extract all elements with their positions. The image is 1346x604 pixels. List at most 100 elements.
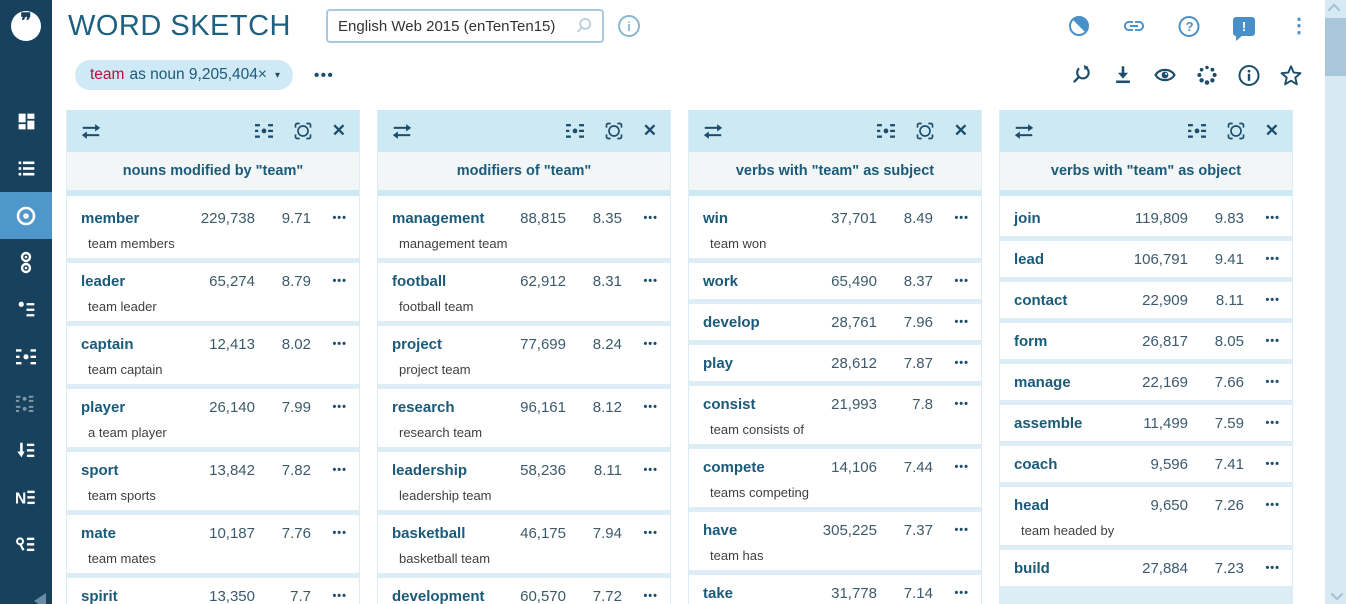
- visualization-icon[interactable]: [1195, 63, 1219, 87]
- collocate-word[interactable]: head: [1014, 496, 1050, 514]
- scrollbar-thumb[interactable]: [1325, 18, 1346, 76]
- collocate-frequency[interactable]: 28,612: [831, 354, 877, 372]
- row-menu-button[interactable]: •••: [643, 212, 658, 224]
- sidebar-item-concordance[interactable]: [0, 145, 52, 192]
- collocate-word[interactable]: player: [81, 398, 126, 416]
- swap-columns-icon[interactable]: [391, 123, 413, 140]
- collocate-example[interactable]: team has: [710, 548, 764, 563]
- collocate-frequency[interactable]: 77,699: [520, 335, 566, 353]
- row-menu-button[interactable]: •••: [954, 357, 969, 369]
- scroll-down-button[interactable]: [1325, 587, 1346, 604]
- collocate-example[interactable]: basketball team: [399, 551, 491, 566]
- collocate-example[interactable]: project team: [399, 362, 471, 377]
- collocate-frequency[interactable]: 106,791: [1133, 250, 1188, 268]
- row-menu-button[interactable]: •••: [1265, 376, 1280, 388]
- collocate-example[interactable]: a team player: [88, 425, 167, 440]
- focus-column-icon[interactable]: [604, 121, 624, 141]
- sidebar-item-word-sketch-list[interactable]: [0, 333, 52, 380]
- collocate-frequency[interactable]: 12,413: [209, 335, 255, 353]
- collocate-word[interactable]: build: [1014, 559, 1050, 577]
- row-menu-button[interactable]: •••: [643, 590, 658, 602]
- row-menu-button[interactable]: •••: [643, 275, 658, 287]
- row-menu-button[interactable]: •••: [1265, 458, 1280, 470]
- collocate-word[interactable]: play: [703, 354, 734, 372]
- row-menu-button[interactable]: •••: [954, 275, 969, 287]
- collocate-word[interactable]: captain: [81, 335, 134, 353]
- collocate-frequency[interactable]: 27,884: [1142, 559, 1188, 577]
- row-menu-button[interactable]: •••: [1265, 562, 1280, 574]
- sidebar-item-thesaurus[interactable]: [0, 239, 52, 286]
- row-menu-button[interactable]: •••: [1265, 335, 1280, 347]
- download-icon[interactable]: [1111, 63, 1135, 87]
- collocate-frequency[interactable]: 65,274: [209, 272, 255, 290]
- scroll-up-button[interactable]: [1325, 0, 1346, 17]
- row-menu-button[interactable]: •••: [332, 527, 347, 539]
- row-menu-button[interactable]: •••: [643, 338, 658, 350]
- collocate-example[interactable]: team headed by: [1021, 523, 1115, 538]
- collocate-frequency[interactable]: 62,912: [520, 272, 566, 290]
- row-menu-button[interactable]: •••: [1265, 417, 1280, 429]
- collocate-word[interactable]: development: [392, 587, 485, 604]
- collocate-example[interactable]: research team: [399, 425, 483, 440]
- close-column-icon[interactable]: ✕: [953, 121, 968, 140]
- corpus-info-icon[interactable]: i: [618, 15, 640, 37]
- collocate-frequency[interactable]: 14,106: [831, 458, 877, 476]
- collocate-example[interactable]: team captain: [88, 362, 163, 377]
- collocate-frequency[interactable]: 22,169: [1142, 373, 1188, 391]
- row-menu-button[interactable]: •••: [954, 524, 969, 536]
- collocate-word[interactable]: basketball: [392, 524, 466, 542]
- sidebar-item-dashboard[interactable]: [0, 98, 52, 145]
- collocate-example[interactable]: team sports: [88, 488, 156, 503]
- contrast-toggle-icon[interactable]: [1067, 14, 1091, 38]
- collocate-example[interactable]: teams competing: [710, 485, 809, 500]
- collocate-frequency[interactable]: 13,350: [209, 587, 255, 604]
- collapse-sidebar-icon[interactable]: [34, 593, 46, 604]
- favorite-star-icon[interactable]: [1279, 63, 1303, 87]
- collocate-frequency[interactable]: 65,490: [831, 272, 877, 290]
- collocate-frequency[interactable]: 28,761: [831, 313, 877, 331]
- swap-columns-icon[interactable]: [702, 123, 724, 140]
- row-menu-button[interactable]: •••: [954, 316, 969, 328]
- row-menu-button[interactable]: •••: [1265, 294, 1280, 306]
- row-menu-button[interactable]: •••: [332, 275, 347, 287]
- collocate-word[interactable]: form: [1014, 332, 1048, 350]
- vertical-scrollbar[interactable]: [1325, 0, 1346, 604]
- sidebar-item-wordlist[interactable]: [0, 427, 52, 474]
- collocate-word[interactable]: contact: [1014, 291, 1068, 309]
- collocate-word[interactable]: leader: [81, 272, 126, 290]
- collocate-word[interactable]: win: [703, 209, 728, 227]
- collocate-word[interactable]: leadership: [392, 461, 468, 479]
- focus-column-icon[interactable]: [915, 121, 935, 141]
- collocate-word[interactable]: have: [703, 521, 738, 539]
- word-sketch-grid-icon[interactable]: [254, 122, 274, 140]
- collocate-frequency[interactable]: 31,778: [831, 584, 877, 602]
- collocate-frequency[interactable]: 229,738: [200, 209, 255, 227]
- sidebar-item-word-sketch[interactable]: [0, 192, 52, 239]
- modify-search-icon[interactable]: [1069, 63, 1093, 87]
- collocate-word[interactable]: coach: [1014, 455, 1058, 473]
- word-sketch-grid-icon[interactable]: [1187, 122, 1207, 140]
- collocate-frequency[interactable]: 9,650: [1150, 496, 1188, 514]
- more-menu-icon[interactable]: ⋮: [1289, 15, 1309, 37]
- collocate-word[interactable]: take: [703, 584, 734, 602]
- collocate-frequency[interactable]: 37,701: [831, 209, 877, 227]
- word-sketch-grid-icon[interactable]: [876, 122, 896, 140]
- focus-column-icon[interactable]: [293, 121, 313, 141]
- close-column-icon[interactable]: ✕: [331, 121, 346, 140]
- collocate-frequency[interactable]: 96,161: [520, 398, 566, 416]
- sidebar-item-keywords[interactable]: [0, 521, 52, 568]
- view-options-icon[interactable]: [1153, 63, 1177, 87]
- get-link-icon[interactable]: [1122, 14, 1146, 38]
- swap-columns-icon[interactable]: [80, 123, 102, 140]
- collocate-frequency[interactable]: 11,499: [1143, 414, 1188, 432]
- row-menu-button[interactable]: •••: [954, 587, 969, 599]
- collocate-frequency[interactable]: 26,140: [209, 398, 255, 416]
- collocate-frequency[interactable]: 119,809: [1134, 209, 1188, 227]
- collocate-example[interactable]: leadership team: [399, 488, 492, 503]
- row-menu-button[interactable]: •••: [1265, 212, 1280, 224]
- query-chip[interactable]: team as noun 9,205,404× ▾: [75, 60, 293, 90]
- row-menu-button[interactable]: •••: [1265, 253, 1280, 265]
- word-sketch-grid-icon[interactable]: [565, 122, 585, 140]
- collocate-word[interactable]: lead: [1014, 250, 1045, 268]
- focus-column-icon[interactable]: [1226, 121, 1246, 141]
